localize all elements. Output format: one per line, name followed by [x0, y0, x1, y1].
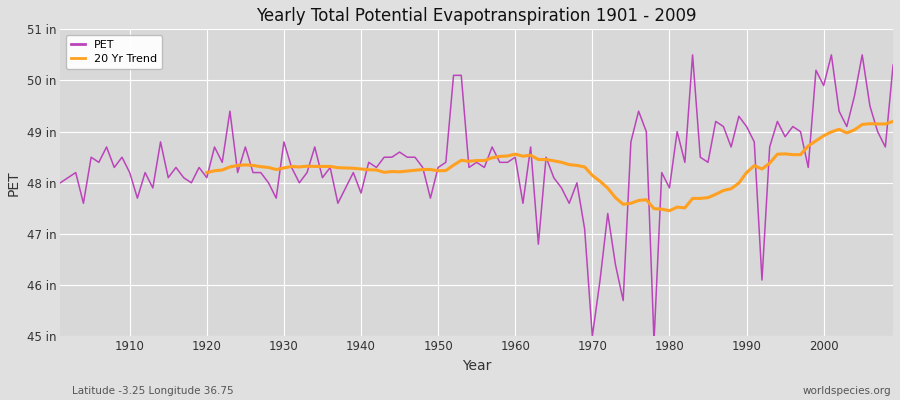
Legend: PET, 20 Yr Trend: PET, 20 Yr Trend	[66, 35, 162, 70]
Title: Yearly Total Potential Evapotranspiration 1901 - 2009: Yearly Total Potential Evapotranspiratio…	[256, 7, 697, 25]
Y-axis label: PET: PET	[7, 170, 21, 196]
Text: worldspecies.org: worldspecies.org	[803, 386, 891, 396]
Text: Latitude -3.25 Longitude 36.75: Latitude -3.25 Longitude 36.75	[72, 386, 234, 396]
X-axis label: Year: Year	[462, 359, 491, 373]
